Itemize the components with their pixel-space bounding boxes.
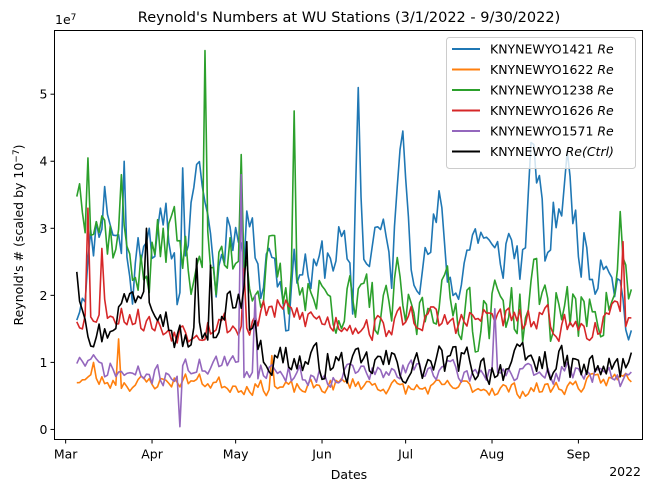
x-tick-label: Jul	[397, 447, 413, 462]
legend-entry: KNYNEWYO1238 Re	[452, 83, 614, 98]
legend: KNYNEWYO1421 Re KNYNEWYO1622 Re KNYNEWYO12…	[446, 37, 636, 169]
legend-label: KNYNEWYO1626 Re	[490, 103, 614, 118]
series-line-knynewyo1238-2	[76, 49, 633, 353]
y-axis-label: Reynold's # (scaled by 10−7)	[11, 145, 26, 326]
legend-label: KNYNEWYO1622 Re	[490, 62, 614, 77]
series-line-knynewyo1421-0	[76, 86, 633, 341]
y-axis-label-main: Reynold's # (scaled by 10	[11, 163, 26, 326]
x-tick-label: Apr	[141, 447, 163, 462]
y-tick-label: 1	[40, 355, 48, 370]
series-line-knynewyo-5	[75, 227, 633, 386]
y-tick-label: 4	[40, 154, 48, 169]
plot-frame	[54, 30, 643, 440]
legend-label: KNYNEWYO1238 Re	[490, 83, 614, 98]
x-tick-label: Mar	[54, 447, 78, 462]
series-line-knynewyo1571-4	[76, 173, 632, 428]
y-axis-label-close: )	[11, 145, 26, 150]
legend-entry: KNYNEWYO Re(Ctrl)	[452, 144, 614, 159]
legend-label: KNYNEWYO Re(Ctrl)	[490, 144, 614, 159]
x-tick-label: Sep	[567, 447, 591, 462]
x-tick-label: May	[223, 447, 249, 462]
axis-layer: 0 1 2 3 4 5 Mar Apr May Jun Jul Aug Sep	[40, 87, 591, 462]
series-line-knynewyo1626-3	[76, 207, 632, 344]
legend-box	[446, 37, 636, 169]
legend-entry: KNYNEWYO1622 Re	[452, 62, 614, 77]
series-layer	[75, 49, 633, 428]
y-tick-label: 3	[40, 221, 48, 236]
legend-entry: KNYNEWYO1571 Re	[452, 124, 614, 139]
y-tick-label: 5	[40, 87, 48, 102]
series-line-knynewyo1622-1	[76, 338, 632, 399]
legend-entry: KNYNEWYO1421 Re	[452, 42, 614, 57]
legend-label: KNYNEWYO1571 Re	[490, 124, 614, 139]
x-tick-label: Aug	[480, 447, 504, 462]
x-axis-label: Dates	[331, 467, 367, 482]
offset-label: 1e7	[55, 12, 76, 27]
year-label: 2022	[609, 464, 641, 479]
x-tick-label: Jun	[311, 447, 332, 462]
legend-entry: KNYNEWYO1626 Re	[452, 103, 614, 118]
y-tick-label: 2	[40, 288, 48, 303]
chart-title: Reynold's Numbers at WU Stations (3/1/20…	[138, 10, 560, 26]
y-tick-label: 0	[40, 422, 48, 437]
y-axis-label-exp: −7	[12, 149, 22, 162]
legend-label: KNYNEWYO1421 Re	[490, 42, 614, 57]
